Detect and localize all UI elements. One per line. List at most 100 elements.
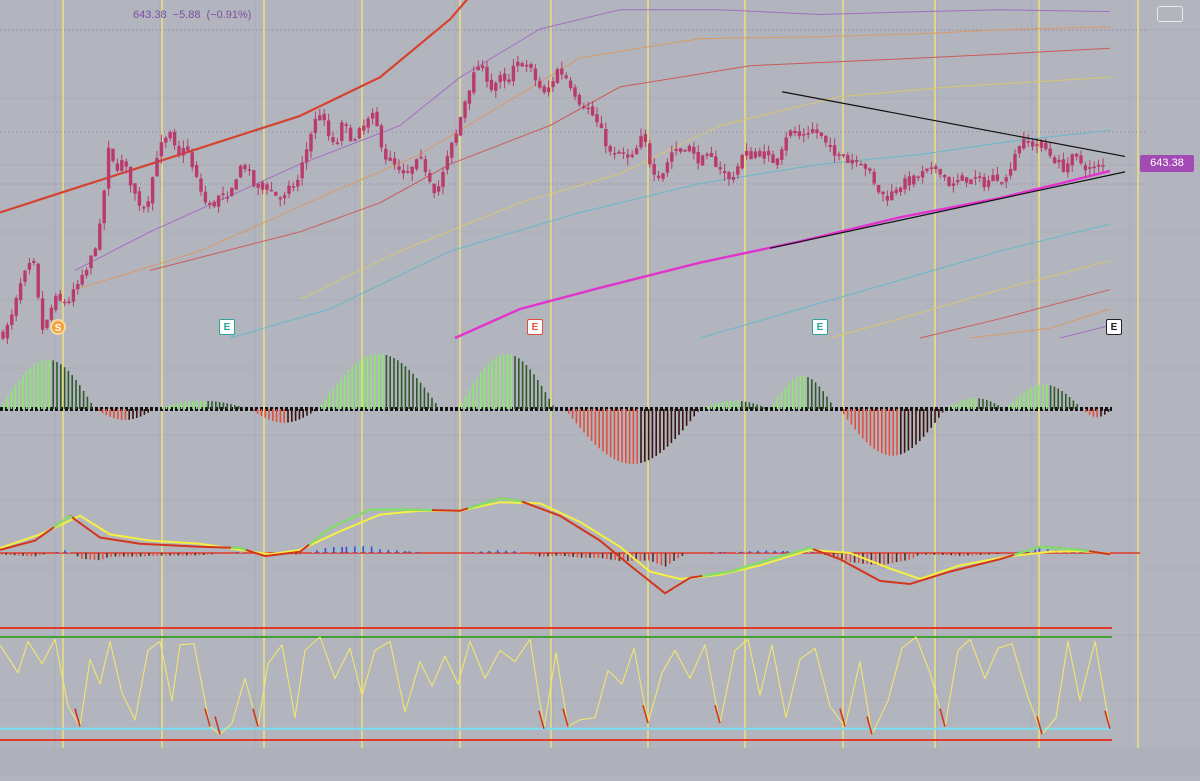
candle	[278, 197, 282, 200]
candle	[700, 155, 705, 166]
earnings-marker[interactable]: E	[1106, 319, 1122, 335]
candle	[775, 158, 780, 166]
candle	[1074, 153, 1079, 157]
candle	[221, 193, 225, 196]
candle	[1013, 154, 1017, 171]
candle	[560, 68, 564, 75]
trendline-resistance	[781, 91, 1126, 158]
candle	[115, 163, 120, 171]
candle	[819, 132, 824, 136]
candle	[142, 207, 146, 209]
candle	[529, 63, 533, 68]
candle	[265, 184, 269, 190]
candle	[608, 146, 612, 152]
candle	[181, 148, 186, 156]
candle	[969, 179, 973, 185]
earnings-marker[interactable]: E	[812, 319, 828, 335]
macd-line	[0, 497, 1111, 595]
candle	[304, 149, 309, 163]
candle	[502, 73, 507, 81]
candle	[27, 262, 32, 270]
candle	[652, 164, 656, 175]
candle	[423, 159, 428, 173]
candle	[190, 152, 194, 168]
candle	[1066, 163, 1070, 173]
candle	[392, 158, 397, 165]
macd-bullish-overlay	[1013, 545, 1090, 556]
candle	[714, 156, 718, 167]
stochastic-oversold-hook	[252, 708, 259, 727]
session-start-marker[interactable]: S	[50, 319, 66, 335]
candle	[648, 143, 652, 165]
candle	[414, 159, 419, 170]
stochastic-oversold-hook	[714, 705, 721, 724]
band-line-upper-1	[74, 9, 1111, 271]
candle	[71, 289, 76, 302]
candle	[14, 298, 18, 316]
candle	[1092, 166, 1096, 169]
candle	[872, 171, 876, 184]
candle	[762, 151, 766, 159]
candle	[458, 117, 463, 136]
candle	[238, 165, 243, 178]
stochastic-oversold-hook	[642, 705, 649, 724]
candle	[300, 162, 304, 179]
candle	[450, 142, 454, 158]
candle	[269, 189, 274, 192]
earnings-marker[interactable]: E	[527, 319, 543, 335]
candle	[1035, 144, 1039, 146]
candle	[54, 295, 58, 310]
candle	[771, 154, 775, 164]
candle	[551, 81, 555, 88]
candle	[841, 154, 846, 156]
candle	[445, 156, 450, 170]
candle	[639, 136, 643, 148]
candle	[1008, 168, 1013, 176]
candle	[36, 263, 40, 298]
candle	[793, 130, 797, 134]
band-line-lower-2	[829, 260, 1111, 339]
candle	[920, 171, 925, 178]
candle	[186, 146, 190, 151]
candle	[511, 65, 516, 82]
candle	[335, 142, 340, 144]
earnings-marker[interactable]: E	[219, 319, 235, 335]
candle	[894, 189, 898, 194]
candle	[23, 270, 27, 282]
candle	[203, 191, 208, 203]
candle	[146, 201, 150, 207]
candle	[683, 149, 687, 152]
candle	[10, 314, 14, 325]
candle	[678, 148, 683, 152]
candle	[837, 154, 841, 156]
candle	[326, 120, 331, 137]
candle	[1088, 167, 1092, 169]
candle	[868, 168, 872, 171]
candle	[538, 80, 542, 88]
candle	[854, 160, 859, 163]
candle	[256, 183, 260, 188]
candle	[353, 139, 357, 141]
candle	[67, 301, 71, 303]
candle	[366, 118, 370, 128]
candle	[890, 191, 894, 201]
candle	[247, 169, 252, 171]
candle	[93, 248, 98, 257]
candle	[362, 125, 366, 131]
candle	[705, 153, 709, 156]
candle	[991, 175, 995, 182]
candle	[859, 163, 863, 166]
candle	[925, 168, 929, 171]
candle	[401, 170, 406, 174]
candle	[670, 152, 674, 162]
candle	[212, 201, 216, 207]
candle	[612, 153, 617, 155]
candle	[876, 184, 881, 193]
layout-toggle-button[interactable]	[1157, 6, 1183, 22]
candle	[736, 166, 740, 175]
stochastic-line	[0, 636, 1111, 735]
candle	[208, 203, 212, 205]
candle	[942, 174, 947, 178]
